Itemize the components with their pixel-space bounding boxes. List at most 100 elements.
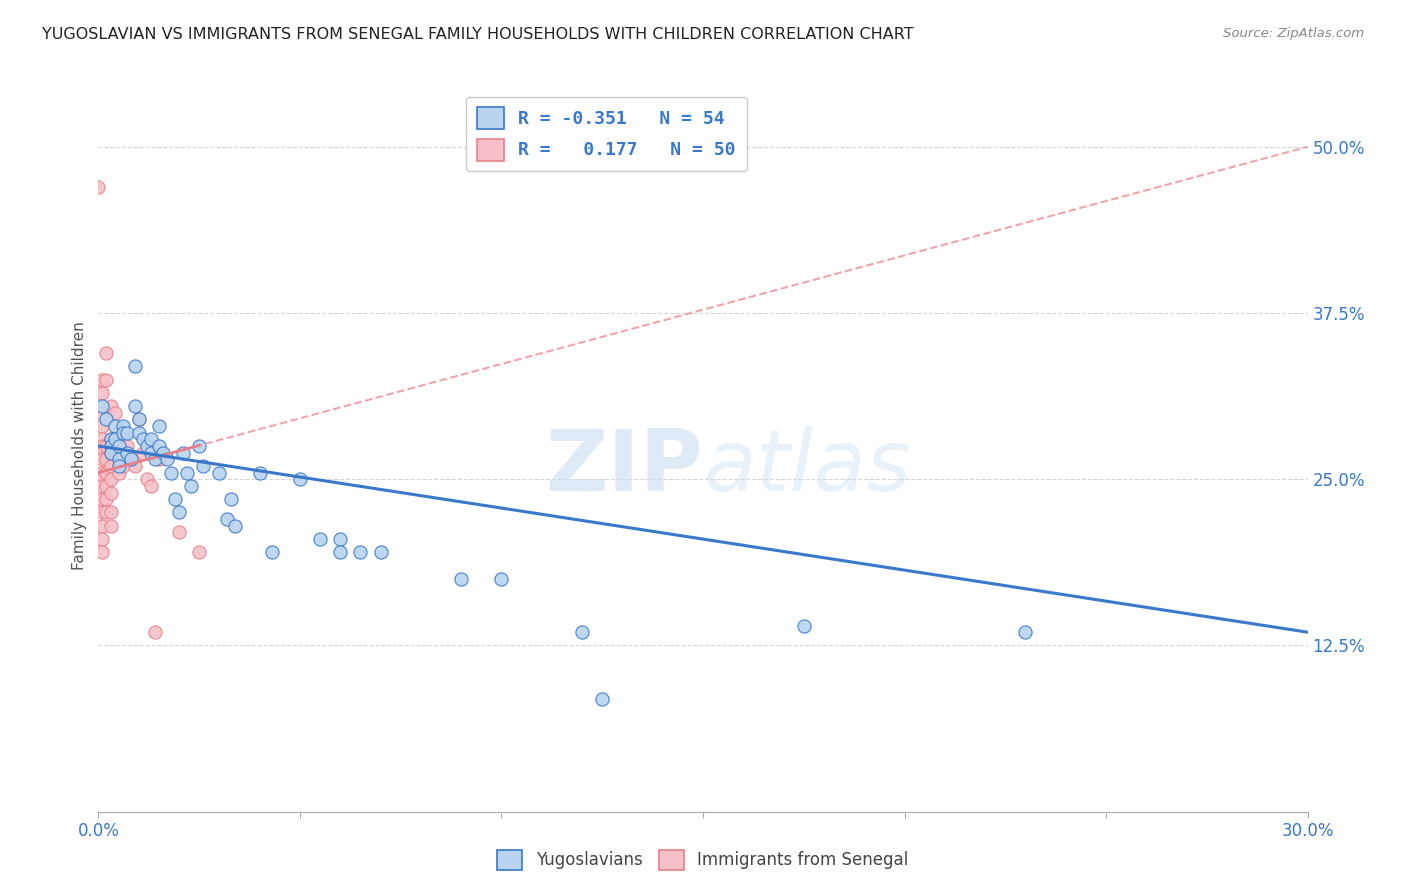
- Point: [128, 412, 150, 426]
- Point: [107, 439, 129, 453]
- Point: [87, 179, 110, 194]
- Point: [91, 372, 114, 386]
- Text: Source: ZipAtlas.com: Source: ZipAtlas.com: [1223, 27, 1364, 40]
- Point: [100, 439, 122, 453]
- Point: [100, 445, 122, 459]
- Point: [111, 425, 134, 440]
- Point: [107, 452, 129, 467]
- Text: ZIP: ZIP: [546, 426, 703, 509]
- Text: atlas: atlas: [703, 426, 911, 509]
- Point: [135, 439, 157, 453]
- Point: [100, 506, 122, 520]
- Text: YUGOSLAVIAN VS IMMIGRANTS FROM SENEGAL FAMILY HOUSEHOLDS WITH CHILDREN CORRELATI: YUGOSLAVIAN VS IMMIGRANTS FROM SENEGAL F…: [42, 27, 914, 42]
- Point: [260, 545, 283, 559]
- Point: [91, 472, 114, 486]
- Point: [115, 445, 138, 459]
- Point: [100, 433, 122, 447]
- Point: [91, 406, 114, 420]
- Point: [96, 439, 118, 453]
- Point: [111, 419, 134, 434]
- Point: [128, 425, 150, 440]
- Point: [100, 399, 122, 413]
- Point: [208, 466, 231, 480]
- Point: [176, 466, 198, 480]
- Point: [349, 545, 371, 559]
- Point: [793, 618, 815, 632]
- Point: [128, 412, 150, 426]
- Point: [115, 439, 138, 453]
- Point: [91, 506, 114, 520]
- Point: [124, 458, 146, 473]
- Point: [91, 532, 114, 546]
- Point: [143, 452, 166, 467]
- Point: [135, 472, 157, 486]
- Point: [172, 445, 194, 459]
- Point: [91, 492, 114, 507]
- Point: [100, 445, 122, 459]
- Point: [370, 545, 392, 559]
- Point: [91, 385, 114, 400]
- Point: [249, 466, 271, 480]
- Legend: Yugoslavians, Immigrants from Senegal: Yugoslavians, Immigrants from Senegal: [491, 843, 915, 877]
- Point: [96, 506, 118, 520]
- Point: [224, 518, 246, 533]
- Point: [167, 506, 190, 520]
- Point: [156, 452, 179, 467]
- Point: [111, 458, 134, 473]
- Point: [96, 412, 118, 426]
- Point: [91, 439, 114, 453]
- Point: [188, 545, 211, 559]
- Point: [100, 518, 122, 533]
- Point: [160, 466, 183, 480]
- Point: [591, 691, 613, 706]
- Point: [91, 545, 114, 559]
- Point: [96, 479, 118, 493]
- Point: [100, 458, 122, 473]
- Point: [96, 452, 118, 467]
- Point: [132, 433, 155, 447]
- Point: [103, 433, 125, 447]
- Point: [152, 445, 174, 459]
- Point: [329, 532, 352, 546]
- Point: [91, 466, 114, 480]
- Point: [91, 399, 114, 413]
- Point: [96, 346, 118, 360]
- Point: [329, 545, 352, 559]
- Point: [91, 419, 114, 434]
- Point: [188, 439, 211, 453]
- Point: [107, 425, 129, 440]
- Point: [115, 425, 138, 440]
- Point: [124, 399, 146, 413]
- Point: [103, 406, 125, 420]
- Point: [96, 466, 118, 480]
- Point: [148, 419, 170, 434]
- Point: [450, 572, 472, 586]
- Point: [143, 625, 166, 640]
- Point: [148, 452, 170, 467]
- Point: [120, 452, 142, 467]
- Point: [309, 532, 332, 546]
- Point: [193, 458, 215, 473]
- Point: [100, 472, 122, 486]
- Point: [217, 512, 239, 526]
- Point: [91, 433, 114, 447]
- Point: [1014, 625, 1036, 640]
- Point: [288, 472, 311, 486]
- Point: [100, 485, 122, 500]
- Point: [148, 439, 170, 453]
- Point: [124, 359, 146, 374]
- Point: [120, 452, 142, 467]
- Point: [139, 433, 162, 447]
- Point: [571, 625, 593, 640]
- Point: [91, 452, 114, 467]
- Point: [103, 445, 125, 459]
- Point: [107, 466, 129, 480]
- Point: [132, 445, 155, 459]
- Point: [491, 572, 513, 586]
- Point: [100, 433, 122, 447]
- Point: [167, 525, 190, 540]
- Point: [91, 479, 114, 493]
- Point: [221, 492, 243, 507]
- Point: [103, 433, 125, 447]
- Y-axis label: Family Households with Children: Family Households with Children: [72, 322, 87, 570]
